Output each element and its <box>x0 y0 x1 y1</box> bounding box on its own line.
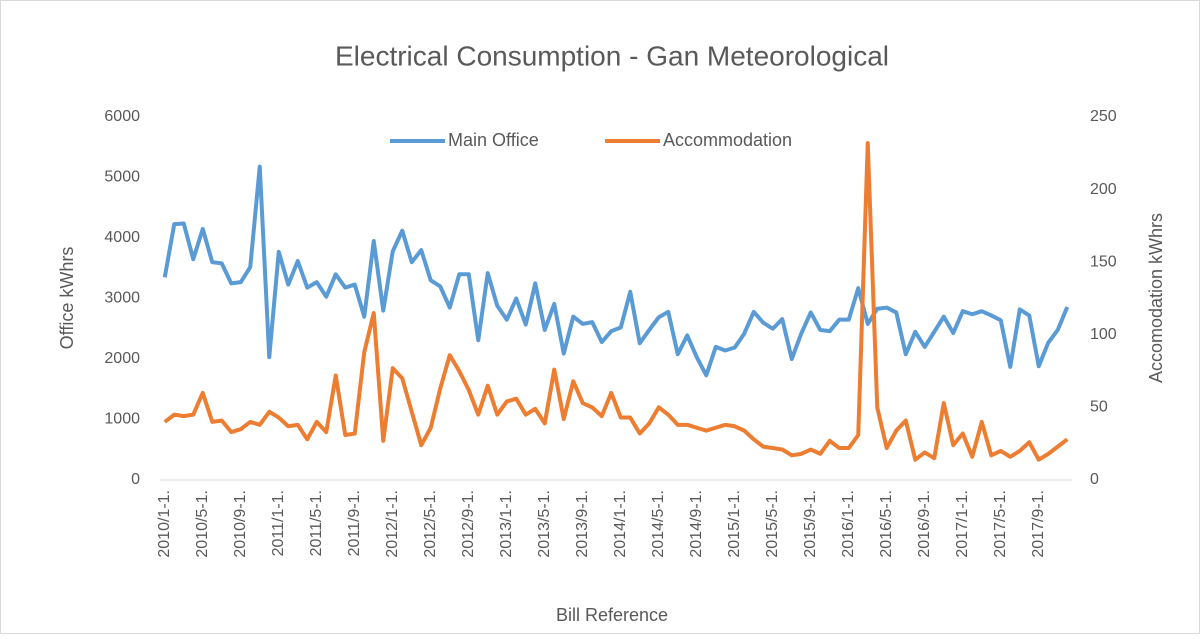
y2-tick-label: 0 <box>1090 471 1099 488</box>
y-tick-label: 3000 <box>104 290 140 307</box>
x-axis-title: Bill Reference <box>556 605 668 625</box>
series-line <box>162 164 1070 378</box>
x-tick-label: 2010/5-1. <box>194 490 211 558</box>
x-tick-label: 2015/5-1. <box>764 490 781 558</box>
x-tick-label: 2011/9-1. <box>346 490 363 556</box>
y-tick-label: 1000 <box>104 411 140 428</box>
x-tick-label: 2017/9-1. <box>1030 490 1047 558</box>
y-axis-title: Office kWhrs <box>57 247 77 350</box>
y2-tick-label: 200 <box>1090 181 1117 198</box>
y2-tick-label: 150 <box>1090 253 1117 270</box>
x-tick-label: 2017/1-1. <box>954 490 971 558</box>
chart-title: Electrical Consumption - Gan Meteorologi… <box>335 40 889 71</box>
x-tick-label: 2016/5-1. <box>878 490 895 558</box>
legend-label: Accommodation <box>663 130 792 150</box>
x-tick-label: 2011/1-1. <box>270 490 287 556</box>
y-tick-label: 2000 <box>104 350 140 367</box>
y-tick-label: 5000 <box>104 169 140 186</box>
x-tick-label: 2017/5-1. <box>992 490 1009 558</box>
y2-tick-label: 50 <box>1090 399 1108 416</box>
x-tick-label: 2014/1-1. <box>612 490 629 558</box>
y2-tick-label: 100 <box>1090 326 1117 343</box>
x-tick-label: 2010/1-1. <box>156 490 173 558</box>
x-tick-label: 2013/5-1. <box>536 490 553 558</box>
x-tick-label: 2012/9-1. <box>460 490 477 558</box>
x-tick-label: 2014/5-1. <box>650 490 667 558</box>
series-line <box>163 141 1069 462</box>
x-tick-label: 2012/1-1. <box>384 490 401 558</box>
x-tick-label: 2013/1-1. <box>498 490 515 558</box>
x-tick-label: 2010/9-1. <box>232 490 249 558</box>
x-tick-label: 2013/9-1. <box>574 490 591 558</box>
x-tick-label: 2015/1-1. <box>726 490 743 558</box>
x-tick-label: 2016/1-1. <box>840 490 857 558</box>
x-tick-label: 2014/9-1. <box>688 490 705 558</box>
x-tick-label: 2011/5-1. <box>308 490 325 556</box>
y-tick-label: 4000 <box>104 229 140 246</box>
y2-tick-label: 250 <box>1090 108 1117 125</box>
y-tick-label: 6000 <box>104 108 140 125</box>
y-tick-label: 0 <box>131 471 140 488</box>
y2-axis-title: Accomodation kWhrs <box>1146 213 1166 383</box>
legend-label: Main Office <box>448 130 539 150</box>
x-tick-label: 2012/5-1. <box>422 490 439 558</box>
x-tick-label: 2015/9-1. <box>802 490 819 558</box>
x-tick-label: 2016/9-1. <box>916 490 933 558</box>
